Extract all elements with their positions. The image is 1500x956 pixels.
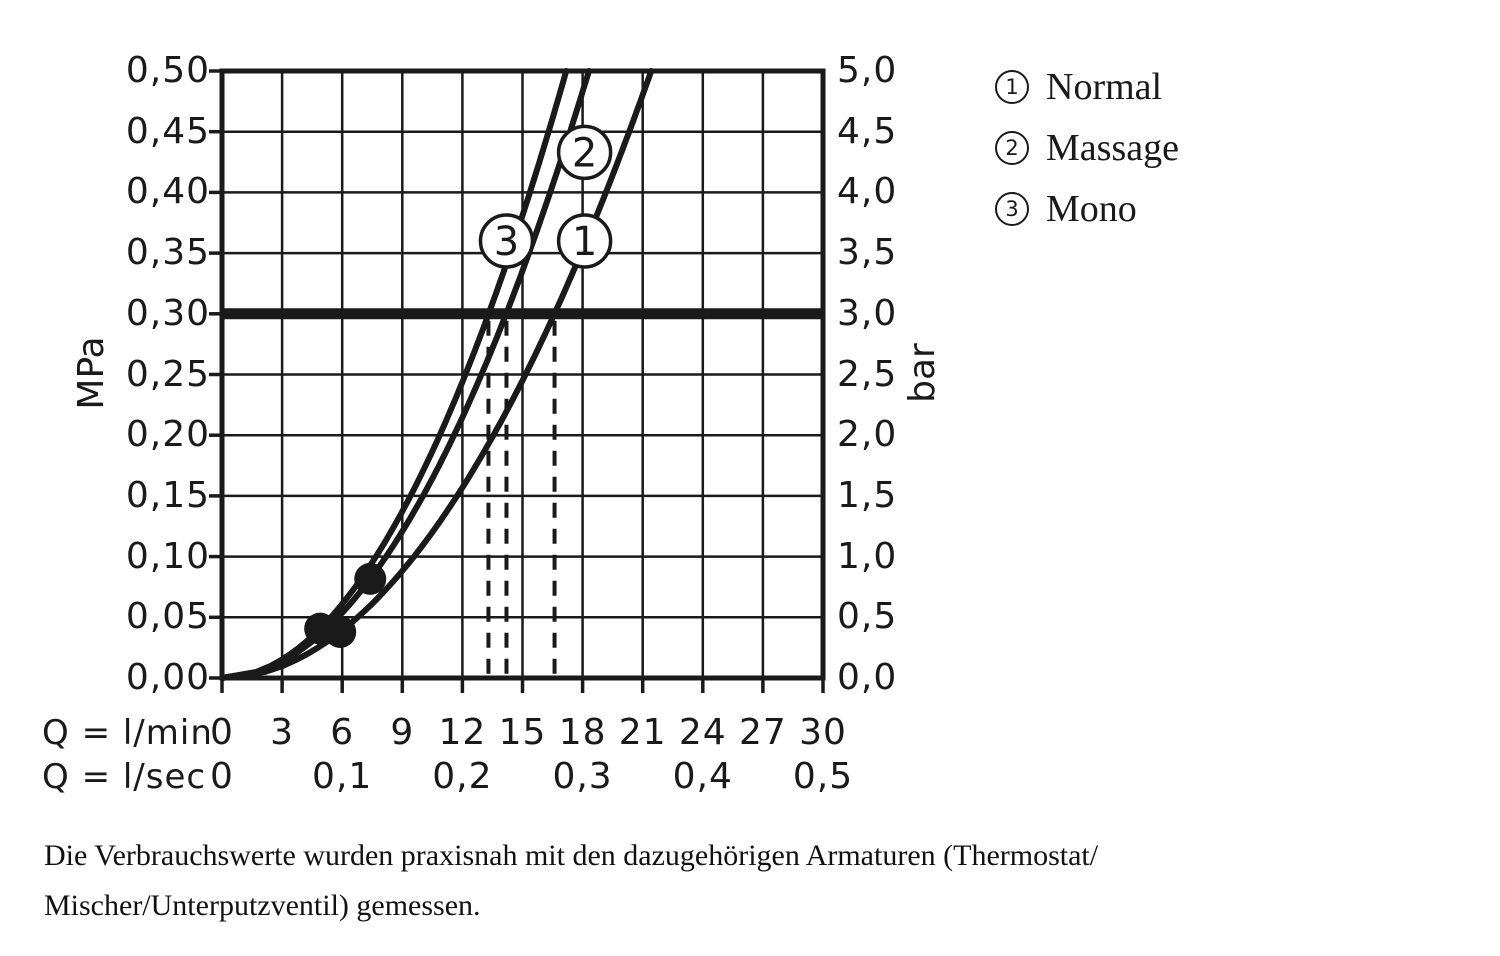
footnote-line-2: Mischer/Unterputzventil) gemessen.: [44, 889, 481, 922]
x-lmin-tick-label: 12: [438, 712, 487, 753]
x-lmin-tick-label: 9: [390, 712, 415, 753]
x-lsec-tick-label: 0: [210, 756, 234, 797]
x-lmin-tick-label: 24: [678, 712, 727, 753]
x-lsec-tick-label: 0,1: [312, 756, 373, 797]
y-right-tick-label: 1,5: [837, 474, 898, 516]
x-lsec-tick-label: 0,5: [792, 756, 854, 797]
x-lmin-tick-label: 15: [498, 712, 547, 753]
y-left-tick-label: 0,45: [125, 110, 210, 152]
legend-label-massage: Massage: [1046, 126, 1179, 169]
curve-label-3: 3: [478, 213, 535, 269]
x-lmin-tick-label: 27: [738, 712, 787, 753]
svg-text:2: 2: [572, 130, 597, 176]
curve-normal: [219, 68, 655, 681]
y-right-tick-label: 0,0: [837, 657, 898, 698]
y-left-tick-label: 0,05: [125, 596, 210, 638]
x-lmin-tick-label: 0: [210, 712, 234, 753]
measured-point-mono: [304, 612, 337, 645]
footnote: Die Verbrauchswerte wurden praxisnah mit…: [44, 831, 1098, 931]
y-axis-left-unit-label: MPa: [71, 336, 112, 410]
y-right-tick-label: 4,5: [837, 110, 898, 152]
y-right-tick-label: 1,0: [837, 535, 898, 577]
y-left-tick-label: 0,35: [125, 232, 210, 274]
curve-mono: [219, 68, 570, 681]
x-lmin-tick-label: 30: [799, 712, 847, 753]
footnote-line-1: Die Verbrauchswerte wurden praxisnah mit…: [44, 839, 1099, 872]
legend-symbol-2-icon: 2: [995, 130, 1029, 165]
y-left-tick-label: 0,25: [125, 353, 210, 395]
plot-area: 1 2 3: [209, 68, 826, 693]
plot-border: [219, 68, 826, 681]
svg-text:1: 1: [572, 219, 597, 265]
curve-label-1: 1: [556, 213, 613, 269]
legend: 1 Normal 2 Massage 3 Mono: [995, 56, 1179, 239]
y-right-tick-label: 3,0: [837, 292, 898, 334]
y-left-tick-label: 0,15: [125, 474, 210, 516]
y-right-tick-label: 5,0: [837, 50, 898, 91]
x-lsec-tick-label: 0,3: [552, 756, 613, 797]
y-left-tick-label: 0,50: [125, 50, 210, 91]
x-lsec-tick-label: 0,2: [432, 756, 493, 797]
y-right-tick-label: 4,0: [837, 171, 898, 213]
legend-item-mono: 3 Mono: [995, 178, 1179, 239]
svg-text:3: 3: [494, 219, 519, 265]
legend-symbol-3-icon: 3: [995, 191, 1029, 226]
y-right-tick-label: 2,5: [837, 353, 898, 395]
legend-label-mono: Mono: [1046, 187, 1137, 230]
x-lsec-tick-label: 0,4: [672, 756, 733, 797]
x-lmin-tick-label: 3: [270, 712, 295, 753]
legend-item-massage: 2 Massage: [995, 117, 1179, 178]
y-right-tick-label: 2,0: [837, 414, 898, 456]
y-left-tick-label: 0,40: [125, 171, 210, 213]
y-right-tick-label: 0,5: [837, 596, 898, 638]
x-lmin-tick-label: 21: [618, 712, 667, 753]
y-left-tick-label: 0,00: [125, 657, 210, 698]
y-left-tick-label: 0,30: [125, 292, 210, 334]
legend-symbol-1-icon: 1: [995, 69, 1029, 104]
x-lmin-tick-label: 18: [558, 712, 607, 753]
curve-label-2: 2: [556, 124, 613, 181]
measured-point-massage: [354, 562, 387, 595]
legend-label-normal: Normal: [1046, 65, 1163, 108]
y-left-tick-label: 0,20: [125, 414, 210, 456]
y-right-tick-label: 3,5: [837, 232, 898, 274]
legend-item-normal: 1 Normal: [995, 56, 1179, 117]
x-axis-lsec-row-label: Q = l/sec: [42, 757, 207, 797]
x-lmin-tick-label: 6: [330, 712, 355, 753]
y-left-tick-label: 0,10: [125, 535, 210, 577]
x-axis-lmin-row-label: Q = l/min: [42, 713, 213, 753]
